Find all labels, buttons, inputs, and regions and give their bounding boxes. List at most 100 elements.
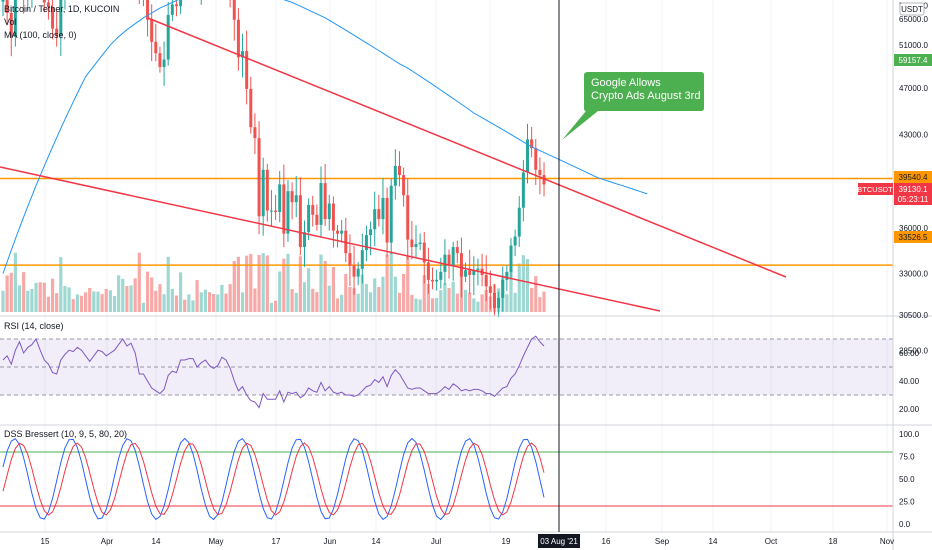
volume-bar	[352, 288, 356, 312]
candle-body	[455, 247, 459, 254]
candle-body	[542, 175, 546, 185]
volume-bar	[183, 299, 187, 312]
volume-bar	[79, 295, 84, 312]
candle-body	[154, 41, 158, 54]
volume-bar	[216, 294, 220, 312]
time-axis[interactable]: 15 Apr 14 May 17 Jun 14 Jul 19 16 Sep 14 Oct 18 Nov	[41, 537, 895, 546]
volume-bar	[414, 298, 418, 312]
volume-bar	[368, 292, 373, 312]
volume-bar	[542, 291, 546, 312]
volume-bar	[46, 296, 51, 312]
price-tick-label: 43000.0	[899, 130, 928, 139]
volume-bar	[50, 278, 55, 312]
volume-bar	[298, 256, 302, 312]
candle-body	[278, 184, 282, 212]
volume-bar	[26, 290, 30, 312]
volume-bar	[282, 258, 286, 312]
volume-bar	[311, 288, 315, 312]
volume-bar	[220, 284, 224, 312]
orange-lower-value: 33526.5	[899, 233, 928, 242]
candle-body	[5, 0, 9, 13]
rsi-tick-label: 60.00	[899, 349, 920, 358]
volume-bar	[203, 289, 207, 312]
price-tick-label: 33000.0	[899, 269, 928, 278]
volume-bar	[55, 293, 59, 312]
volume-bar	[521, 255, 525, 312]
time-tick-label: 14	[372, 537, 381, 546]
candle-body	[261, 169, 265, 217]
volume-bars	[1, 252, 546, 312]
candle-body	[319, 183, 323, 225]
candle-body	[364, 235, 368, 251]
volume-bar	[170, 288, 174, 312]
candle-body	[530, 139, 534, 149]
dss-blue-line	[2, 437, 545, 521]
volume-bar	[323, 260, 327, 312]
volume-bar	[232, 261, 236, 312]
volume-bar	[513, 292, 517, 312]
volume-legend: Vol	[4, 17, 17, 27]
candle-body	[472, 270, 476, 276]
price-axis[interactable]: 60000.055000.051000.047000.043000.036000…	[899, 0, 928, 529]
currency-button[interactable]: USDT	[899, 2, 925, 16]
volume-bar	[112, 296, 117, 312]
price-tick-label: 36000.0	[899, 224, 928, 233]
orange-upper-label: 39540.4	[894, 171, 932, 183]
volume-bar	[117, 275, 121, 312]
volume-bar	[30, 288, 34, 312]
candle-body	[13, 0, 17, 37]
annotation-callout[interactable]: Google Allows Crypto Ads August 3rd	[562, 72, 704, 140]
dss-red-line	[2, 442, 545, 516]
volume-bar	[278, 271, 282, 312]
upper-trendline[interactable]	[147, 17, 787, 278]
volume-bar	[174, 295, 179, 312]
volume-bar	[472, 298, 476, 312]
rsi-pane[interactable]: RSI (14, close)	[0, 321, 893, 409]
volume-bar	[385, 254, 389, 312]
volume-bar	[137, 252, 141, 312]
volume-bar	[261, 253, 265, 312]
candle-body	[352, 265, 356, 277]
time-tick-label: Sep	[655, 537, 670, 546]
volume-bar	[344, 273, 348, 312]
candle-body	[274, 210, 278, 212]
volume-bar	[1, 290, 5, 312]
candle-body	[257, 138, 261, 217]
volume-bar	[133, 278, 137, 312]
candle-body	[269, 210, 273, 212]
candle-body	[282, 184, 286, 234]
time-tick-label: Jun	[324, 537, 337, 546]
candle-body	[451, 247, 455, 266]
volume-bar	[373, 278, 377, 312]
volume-bar	[406, 255, 410, 312]
candle-body	[468, 270, 472, 276]
highlighted-date: 03 Aug '21	[540, 537, 578, 546]
time-tick-label: 16	[602, 537, 611, 546]
candle-body	[447, 254, 451, 266]
candle-body	[150, 19, 154, 42]
volume-bar	[100, 294, 104, 312]
volume-bar	[249, 254, 253, 312]
candle-body	[170, 4, 174, 15]
candle-body	[517, 207, 521, 237]
candle-body	[59, 0, 63, 36]
candle-body	[381, 198, 385, 220]
candle-body	[356, 268, 360, 277]
price-pane[interactable]	[0, 0, 893, 318]
volume-bar	[245, 255, 249, 312]
volume-bar	[236, 256, 241, 312]
lower-trendline[interactable]	[0, 166, 661, 312]
candle-body	[311, 204, 315, 215]
candle-body	[158, 53, 162, 67]
candle-body	[294, 195, 298, 203]
dss-pane[interactable]: DSS Bressert (10, 9, 5, 80, 20)	[0, 429, 893, 521]
ma-legend: MA (100, close, 0)	[4, 30, 77, 40]
candle-body	[166, 14, 170, 60]
volume-bar	[393, 276, 397, 312]
volume-bar	[525, 259, 530, 312]
volume-bar	[534, 276, 538, 312]
volume-bar	[538, 297, 542, 312]
candle-body	[42, 0, 46, 3]
candle-body	[174, 4, 178, 7]
